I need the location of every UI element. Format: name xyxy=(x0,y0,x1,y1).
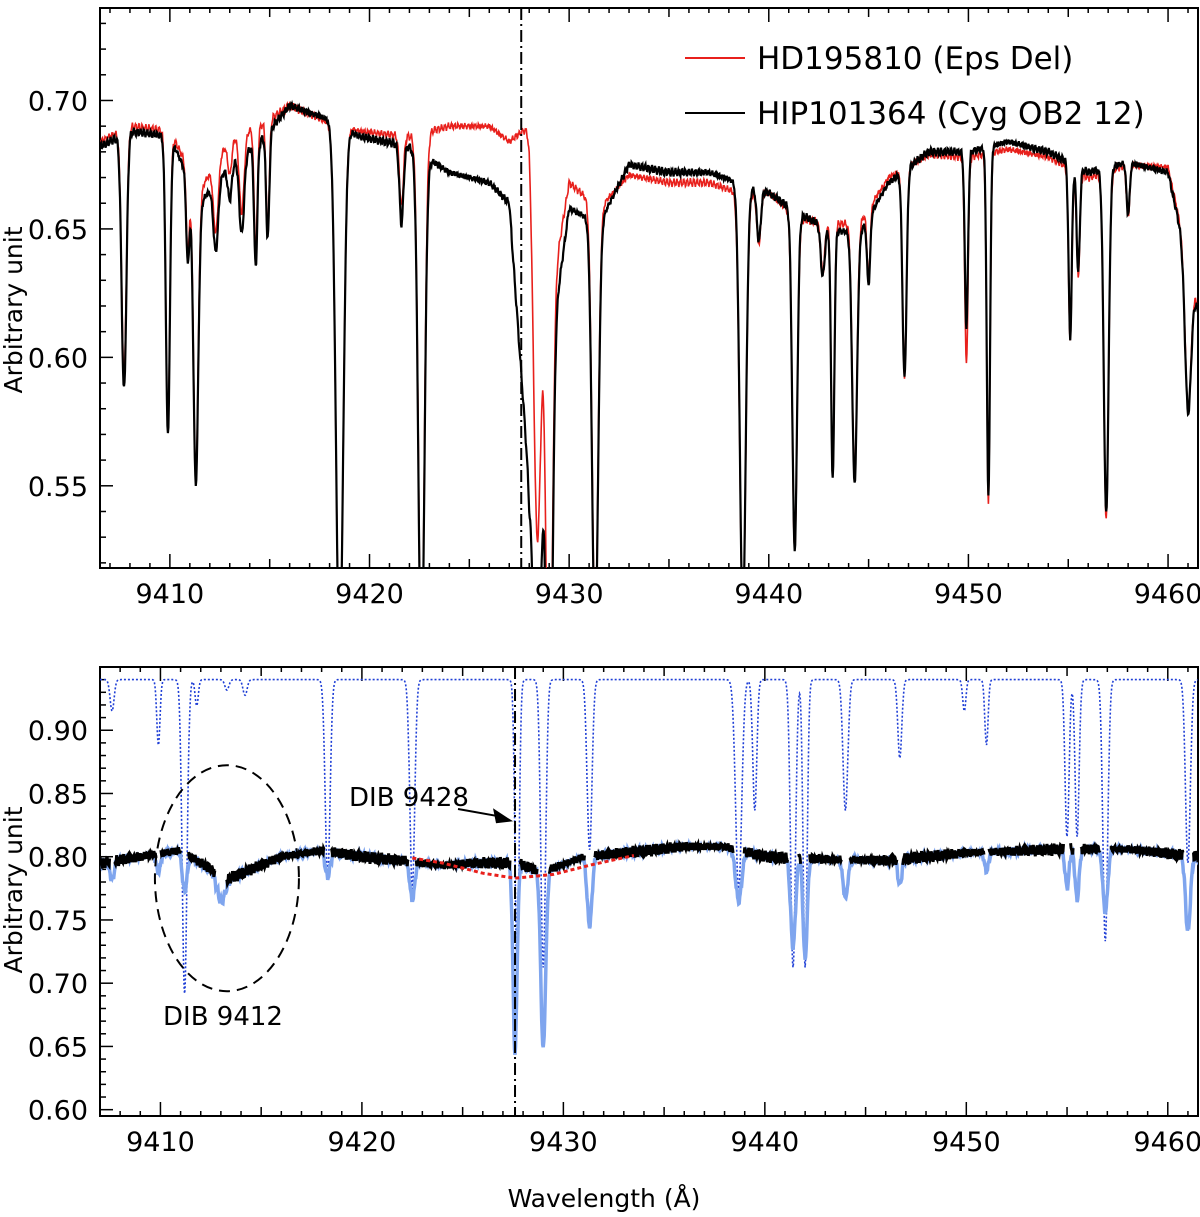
bottom-xtick-label: 9430 xyxy=(529,1127,598,1158)
bottom-corrected-spectrum-line xyxy=(987,841,1065,861)
top-y-axis-title: Arbitrary unit xyxy=(0,226,28,393)
bottom-series-group xyxy=(100,678,1198,1055)
bottom-corrected-spectrum-line xyxy=(100,855,112,871)
bottom-corrected-spectrum-line xyxy=(808,850,843,867)
top-xtick-label: 9450 xyxy=(934,579,1003,610)
bottom-ytick-label: 0.70 xyxy=(28,969,88,1000)
bottom-telluric-model-line xyxy=(100,678,1198,994)
bottom-corrected-spectrum-line xyxy=(159,844,183,860)
bottom-corrected-spectrum-line xyxy=(1109,841,1185,864)
bottom-yticks: 0.60 0.65 0.70 0.75 0.80 0.85 0.90 xyxy=(28,666,113,1127)
bottom-corrected-spectrum-line xyxy=(113,847,158,870)
bottom-x-axis-title: Wavelength (Å) xyxy=(508,1184,701,1213)
top-panel: 9410 9420 9430 9440 9450 9460 0.55 0.60 0.65 0.7… xyxy=(0,7,1200,610)
bottom-ytick-label: 0.75 xyxy=(28,906,88,937)
bottom-ytick-label: 0.60 xyxy=(28,1096,88,1127)
top-xticks: 9410 9420 9430 9440 9450 9460 xyxy=(109,8,1200,610)
top-ytick-label: 0.60 xyxy=(28,343,88,374)
top-xtick-label: 9420 xyxy=(335,579,404,610)
bottom-xtick-label: 9420 xyxy=(328,1127,397,1158)
bottom-xticks: 9410 9420 9430 9440 9450 9460 xyxy=(99,667,1200,1158)
legend-label-hip101364: HIP101364 (Cyg OB2 12) xyxy=(757,96,1145,132)
bottom-corrected-spectrum-line xyxy=(593,838,735,863)
top-plot-frame xyxy=(99,7,1199,569)
top-xtick-label: 9460 xyxy=(1134,579,1200,610)
top-yticks: 0.55 0.60 0.65 0.70 xyxy=(28,22,113,564)
bottom-xtick-label: 9460 xyxy=(1133,1127,1200,1158)
bottom-plot-frame xyxy=(99,666,1199,1117)
dib9412-label: DIB 9412 xyxy=(163,1002,283,1032)
bottom-ytick-label: 0.80 xyxy=(28,843,88,874)
bottom-panel: 9410 9420 9430 9440 9450 9460 0.60 0.65 0.70 0.7… xyxy=(0,666,1200,1213)
bottom-xtick-label: 9450 xyxy=(932,1127,1001,1158)
bottom-ytick-label: 0.85 xyxy=(28,779,88,810)
bottom-xtick-label: 9410 xyxy=(126,1127,195,1158)
bottom-corrected-spectrum-line xyxy=(742,847,789,867)
bottom-corrected-spectrum-line xyxy=(1192,850,1198,863)
top-legend: HD195810 (Eps Del) HIP101364 (Cyg OB2 12… xyxy=(685,41,1145,132)
bottom-corrected-spectrum-line xyxy=(547,853,586,875)
bottom-corrected-spectrum-line xyxy=(1079,841,1102,858)
dib9412-ellipse xyxy=(153,764,300,993)
top-xtick-label: 9440 xyxy=(734,579,803,610)
bottom-dib-fit-line xyxy=(412,854,635,880)
bottom-xtick-label: 9440 xyxy=(730,1127,799,1158)
bottom-corrected-spectrum-line xyxy=(414,855,512,874)
top-ytick-label: 0.55 xyxy=(28,472,88,503)
top-xtick-label: 9410 xyxy=(136,579,205,610)
bottom-corrected-spectrum-line xyxy=(1069,843,1075,855)
top-series-hd195810-line xyxy=(100,100,1198,568)
dib9428-arrow xyxy=(457,808,500,818)
top-ytick-label: 0.70 xyxy=(28,86,88,117)
bottom-corrected-spectrum-line xyxy=(848,851,899,871)
bottom-corrected-spectrum-line xyxy=(187,851,217,878)
top-series-hip101364-line xyxy=(100,99,1198,568)
bottom-corrected-spectrum-line xyxy=(518,858,539,875)
top-series-group xyxy=(100,99,1198,568)
bottom-corrected-spectrum-line xyxy=(225,842,326,890)
legend-label-hd195810: HD195810 (Eps Del) xyxy=(757,41,1073,77)
bottom-ytick-label: 0.65 xyxy=(28,1032,88,1063)
dib9428-arrowhead xyxy=(493,808,514,824)
dib9428-label: DIB 9428 xyxy=(349,783,469,813)
bottom-corrected-spectrum-line xyxy=(901,845,986,867)
top-xtick-label: 9430 xyxy=(535,579,604,610)
top-ytick-label: 0.65 xyxy=(28,215,88,246)
bottom-corrected-spectrum-line xyxy=(329,845,410,871)
bottom-y-axis-title: Arbitrary unit xyxy=(0,806,28,973)
bottom-ytick-label: 0.90 xyxy=(28,716,88,747)
bottom-corrected-spectrum-line xyxy=(797,853,803,865)
